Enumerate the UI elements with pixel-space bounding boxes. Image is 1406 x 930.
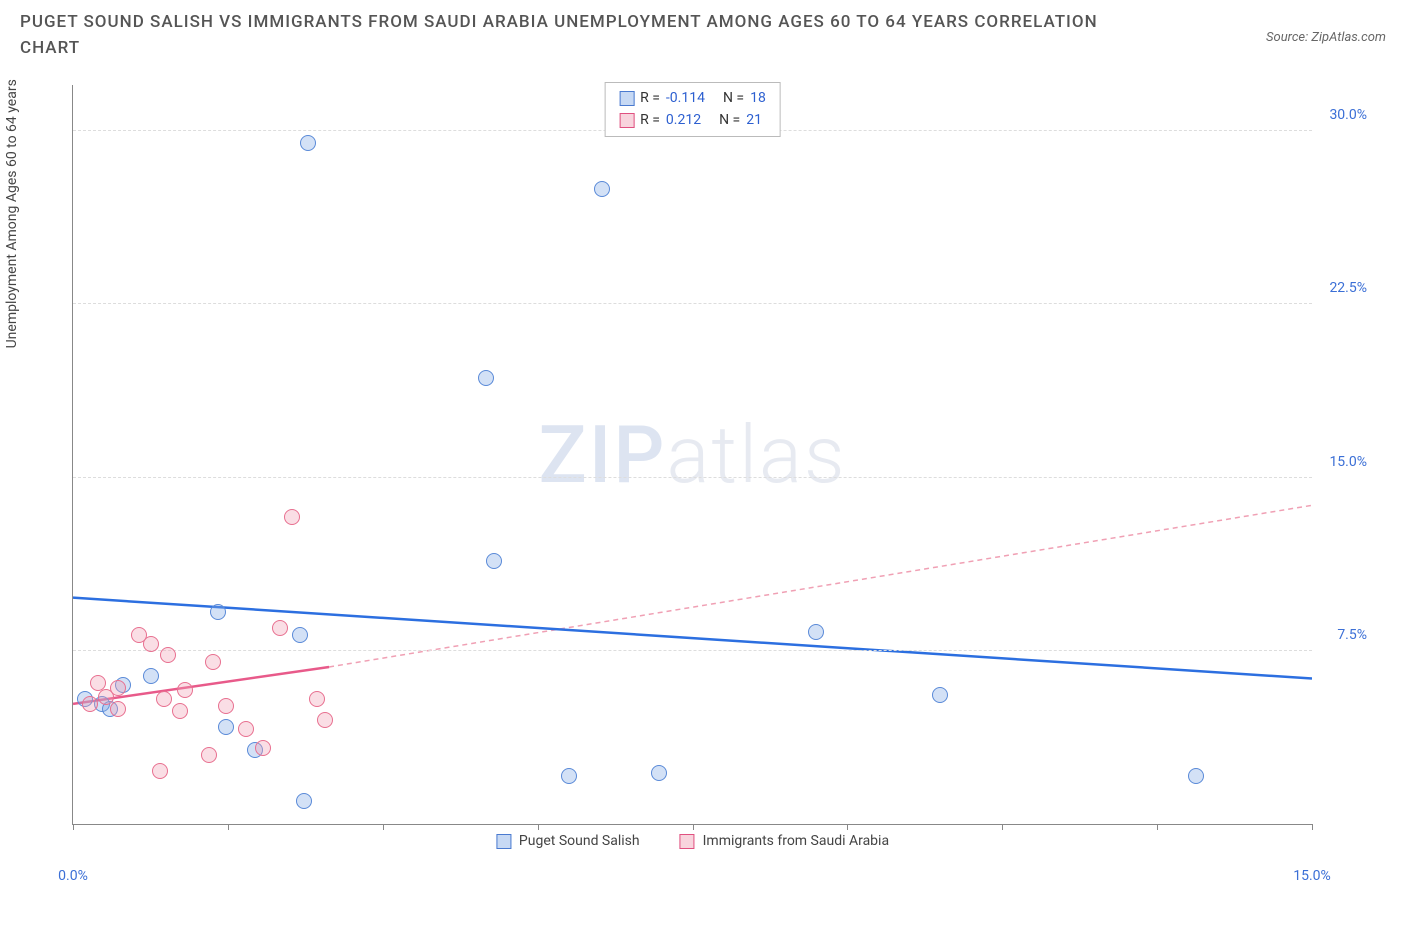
x-tick [693, 824, 694, 830]
data-point [205, 654, 221, 670]
correlation-legend: R = -0.114 N = 18 R = 0.212 N = 21 [604, 82, 781, 137]
stat-r-value: -0.114 [666, 87, 705, 109]
data-point [309, 691, 325, 707]
data-point [561, 768, 577, 784]
y-tick-label: 7.5% [1337, 627, 1367, 643]
data-point [292, 627, 308, 643]
x-tick [847, 824, 848, 830]
legend-series-label: Immigrants from Saudi Arabia [703, 833, 889, 849]
x-tick-label: 0.0% [58, 868, 88, 884]
x-tick [1157, 824, 1158, 830]
data-point [255, 740, 271, 756]
data-point [300, 135, 316, 151]
data-point [238, 721, 254, 737]
data-point [160, 647, 176, 663]
stat-n-value: 18 [750, 87, 766, 109]
data-point [651, 765, 667, 781]
stat-n-value: 21 [746, 109, 762, 131]
y-axis-label: Unemployment Among Ages 60 to 64 years [4, 79, 20, 348]
gridline [73, 477, 1312, 478]
data-point [210, 604, 226, 620]
data-point [808, 624, 824, 640]
plot-container: Unemployment Among Ages 60 to 64 years Z… [52, 85, 1372, 865]
chart-title: PUGET SOUND SALISH VS IMMIGRANTS FROM SA… [20, 10, 1120, 61]
data-point [284, 509, 300, 525]
data-point [143, 636, 159, 652]
series-legend: Puget Sound Salish Immigrants from Saudi … [496, 833, 889, 849]
stat-r-value: 0.212 [666, 109, 701, 131]
legend-series-item: Immigrants from Saudi Arabia [680, 833, 889, 849]
x-tick [73, 824, 74, 830]
stat-r-label: R = [640, 87, 660, 109]
legend-swatch [680, 834, 695, 849]
data-point [156, 691, 172, 707]
data-point [594, 181, 610, 197]
x-tick [538, 824, 539, 830]
data-point [201, 747, 217, 763]
y-tick-label: 30.0% [1329, 107, 1367, 123]
data-point [317, 712, 333, 728]
data-point [172, 703, 188, 719]
stat-n-label: N = [719, 109, 740, 131]
x-tick [1312, 824, 1313, 830]
source-attribution: Source: ZipAtlas.com [1266, 30, 1386, 45]
data-point [218, 719, 234, 735]
x-tick-label: 15.0% [1293, 868, 1331, 884]
legend-stat-row: R = -0.114 N = 18 [619, 87, 766, 109]
data-point [486, 553, 502, 569]
data-point [143, 668, 159, 684]
gridline [73, 303, 1312, 304]
legend-series-label: Puget Sound Salish [519, 833, 640, 849]
legend-stat-row: R = 0.212 N = 21 [619, 109, 766, 131]
data-point [1188, 768, 1204, 784]
stat-r-label: R = [640, 109, 660, 131]
data-point [218, 698, 234, 714]
trend-line [329, 505, 1312, 667]
legend-swatch [619, 91, 634, 106]
x-tick [228, 824, 229, 830]
legend-swatch [496, 834, 511, 849]
plot-area: ZIPatlas R = -0.114 N = 18 R = 0.212 N = 21… [72, 85, 1312, 825]
data-point [177, 682, 193, 698]
data-point [110, 701, 126, 717]
data-point [110, 680, 126, 696]
x-tick [1002, 824, 1003, 830]
data-point [296, 793, 312, 809]
data-point [932, 687, 948, 703]
y-tick-label: 22.5% [1329, 280, 1367, 296]
watermark: ZIPatlas [539, 408, 847, 502]
data-point [152, 763, 168, 779]
y-tick-label: 15.0% [1329, 454, 1367, 470]
data-point [272, 620, 288, 636]
data-point [478, 370, 494, 386]
legend-series-item: Puget Sound Salish [496, 833, 640, 849]
trend-line [73, 598, 1312, 679]
trendlines-svg [73, 85, 1312, 824]
legend-swatch [619, 113, 634, 128]
data-point [82, 696, 98, 712]
x-tick [383, 824, 384, 830]
gridline [73, 650, 1312, 651]
stat-n-label: N = [723, 87, 744, 109]
